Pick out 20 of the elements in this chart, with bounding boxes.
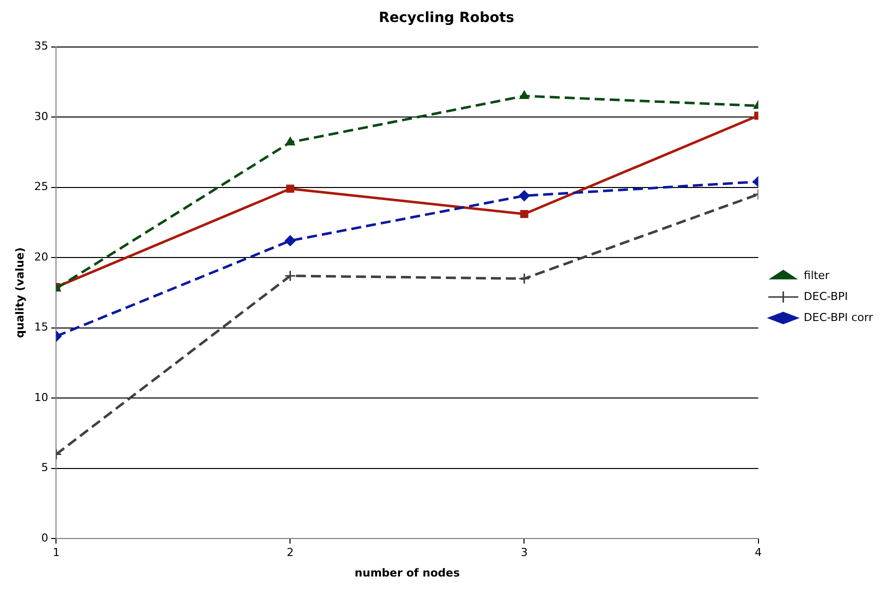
y-tick-label: 25 xyxy=(34,180,48,194)
y-tick-label: 10 xyxy=(34,390,48,404)
y-axis-title: quality (value) xyxy=(13,247,26,338)
y-tick-label: 0 xyxy=(41,531,48,544)
y-tick-label: 30 xyxy=(34,110,48,123)
point xyxy=(285,136,296,146)
y-tick-label: 5 xyxy=(41,461,48,474)
x-tick-label: 3 xyxy=(520,546,528,560)
y-tick-label: 20 xyxy=(34,250,48,264)
legend-label: DEC-BPI xyxy=(804,290,848,303)
legend-label: filter xyxy=(804,268,830,282)
x-tick-label: 2 xyxy=(286,546,294,560)
point xyxy=(519,90,530,99)
y-tick-label: 15 xyxy=(34,320,48,334)
legend-label: DEC-BPI corr xyxy=(804,310,874,324)
chart-title: Recycling Robots xyxy=(378,10,514,26)
x-tick-label: 4 xyxy=(754,546,762,560)
y-tick-label: 35 xyxy=(34,40,48,53)
x-tick-label: 1 xyxy=(52,546,60,560)
x-axis-title: number of nodes xyxy=(354,566,460,580)
